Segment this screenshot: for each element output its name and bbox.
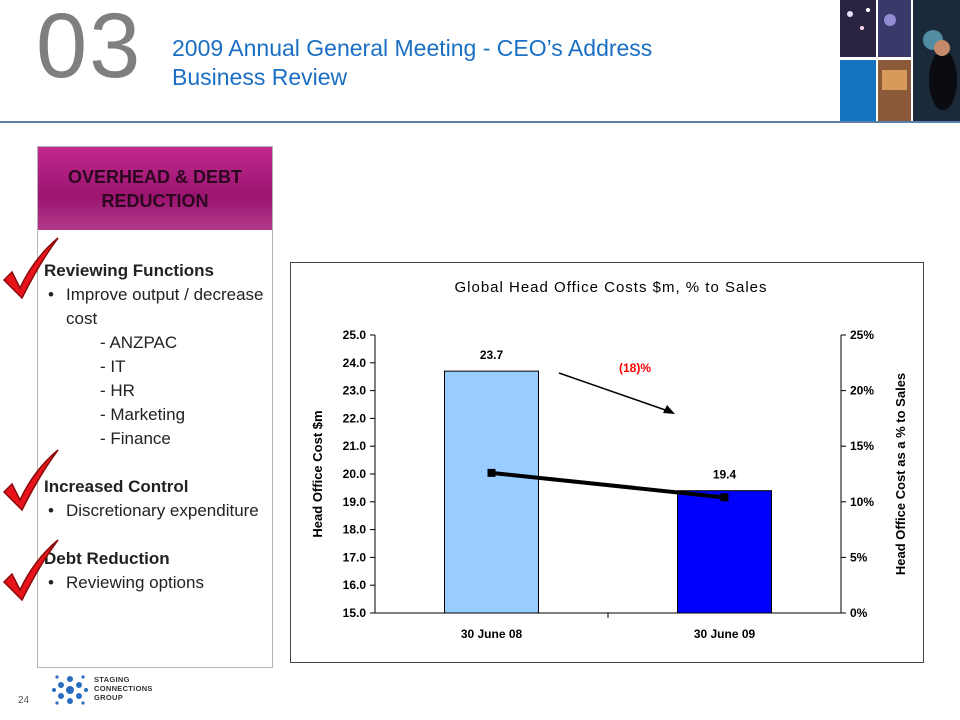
sidebar-panel: OVERHEAD & DEBT REDUCTION Reviewing Func… <box>37 146 273 668</box>
x-tick-label: 30 June 09 <box>694 627 756 641</box>
line-marker <box>720 493 729 502</box>
y-tick-label: 19.0 <box>343 495 367 509</box>
group-title: Increased Control <box>44 477 189 496</box>
y-tick-label: 17.0 <box>343 550 367 564</box>
group-title: Debt Reduction <box>44 549 170 568</box>
annotation-label: (18)% <box>619 361 651 375</box>
group-title: Reviewing Functions <box>44 261 215 280</box>
y-tick-label: 25.0 <box>343 328 367 342</box>
chart-title: Global Head Office Costs $m, % to Sales <box>454 279 767 296</box>
bar <box>444 370 539 614</box>
checkmark-icon <box>2 237 59 300</box>
data-label: 23.7 <box>480 348 504 362</box>
y-tick-label: 16.0 <box>343 578 367 592</box>
annotation-arrow-head <box>663 405 675 414</box>
logo-line: GROUP <box>94 693 124 702</box>
y-tick-label: 15.0 <box>343 606 367 620</box>
annotation-arrow-shaft <box>558 372 672 413</box>
y-right-tick-label: 5% <box>850 550 868 564</box>
bullet-item: Reviewing options <box>44 571 270 595</box>
logo-wordmark: STAGING CONNECTIONS GROUP <box>94 675 153 702</box>
photo-collage-image <box>838 0 960 121</box>
y-axis-label: Head Office Cost $m <box>310 410 325 537</box>
bullet-item: Discretionary expenditure <box>44 499 270 523</box>
chart-container: Global Head Office Costs $m, % to Sales … <box>290 262 924 663</box>
logo-line: STAGING <box>94 675 130 684</box>
x-tick-label: 30 June 08 <box>461 627 523 641</box>
y-right-tick-label: 15% <box>850 439 874 453</box>
sidebar-heading: OVERHEAD & DEBT REDUCTION <box>38 147 272 230</box>
sub-item: - HR <box>100 381 135 400</box>
sub-item: - Marketing <box>100 405 186 424</box>
sub-item: - IT <box>100 357 126 376</box>
checkmark-icon <box>2 449 59 512</box>
staging-connections-logo-icon <box>52 675 88 705</box>
header-photo-collage <box>838 0 960 121</box>
sub-item: - Finance <box>100 429 171 448</box>
page-title: 2009 Annual General Meeting - CEO’s Addr… <box>172 34 652 92</box>
bar <box>677 490 772 614</box>
checkmark-icon <box>2 539 59 602</box>
y-tick-label: 24.0 <box>343 356 367 370</box>
y-tick-label: 18.0 <box>343 523 367 537</box>
y-tick-label: 20.0 <box>343 467 367 481</box>
page-number: 24 <box>18 695 30 706</box>
bar-line-chart: Global Head Office Costs $m, % to Sales … <box>310 279 908 641</box>
data-label: 19.4 <box>713 468 737 482</box>
y-right-tick-label: 25% <box>850 328 874 342</box>
y-tick-label: 23.0 <box>343 384 367 398</box>
header-divider <box>0 121 960 123</box>
series-line <box>491 470 725 500</box>
sidebar-body: Reviewing Functions Improve output / dec… <box>44 259 270 595</box>
bullet-item: Improve output / decrease cost <box>44 283 270 331</box>
y-tick-label: 21.0 <box>343 439 367 453</box>
title-line-2: Business Review <box>172 64 348 90</box>
y-right-tick-label: 10% <box>850 495 874 509</box>
y-right-tick-label: 20% <box>850 384 874 398</box>
y-right-tick-label: 0% <box>850 606 868 620</box>
sidebar-heading-text: OVERHEAD & DEBT REDUCTION <box>67 166 242 211</box>
section-number: 03 <box>36 0 143 97</box>
title-line-1: 2009 Annual General Meeting - CEO’s Addr… <box>172 35 653 61</box>
y-axis-label-right: Head Office Cost as a % to Sales <box>893 373 908 575</box>
y-tick-label: 22.0 <box>343 411 367 425</box>
sub-item: - ANZPAC <box>100 333 178 352</box>
line-marker <box>487 468 496 477</box>
logo-line: CONNECTIONS <box>94 684 153 693</box>
